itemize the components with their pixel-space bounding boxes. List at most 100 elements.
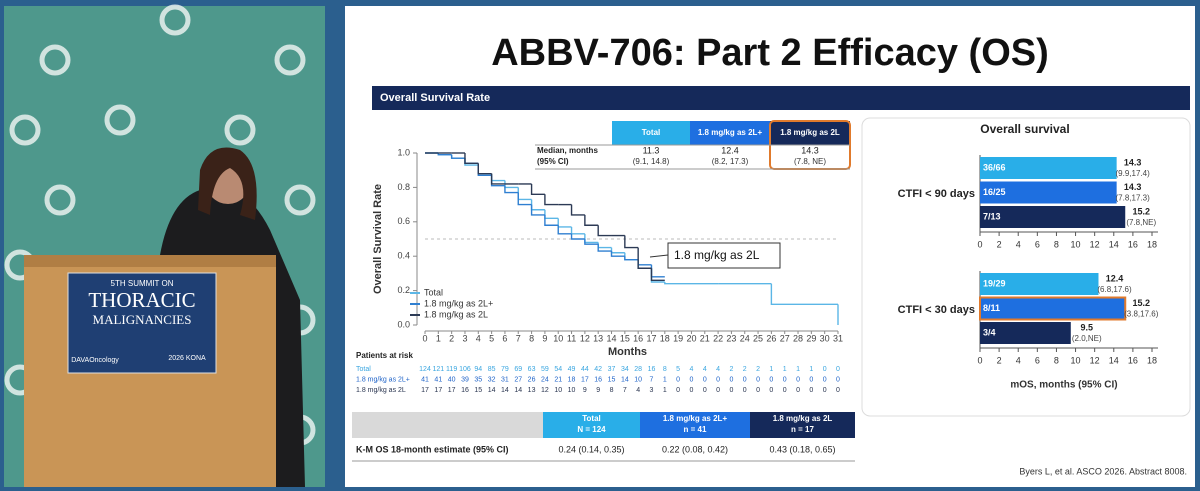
- table-header: 1.8 mg/kg as 2L: [773, 414, 833, 423]
- risk-count: 2: [756, 366, 760, 373]
- podium-text: 5TH SUMMIT ON: [111, 279, 174, 288]
- risk-count: 13: [528, 387, 536, 394]
- table-cell: 0.43 (0.18, 0.65): [769, 444, 835, 454]
- risk-count: 0: [716, 387, 720, 394]
- table-row-label: K-M OS 18-month estimate (95% CI): [356, 444, 509, 454]
- x-tick-label: 6: [502, 333, 507, 343]
- risk-count: 0: [756, 376, 760, 383]
- risk-count: 1: [809, 366, 813, 373]
- risk-count: 17: [448, 387, 456, 394]
- risk-count: 0: [703, 376, 707, 383]
- risk-count: 44: [581, 366, 589, 373]
- x-tick-label: 25: [753, 333, 763, 343]
- x-tick-label: 15: [620, 333, 630, 343]
- bar-ci: (6.8,17.6): [1097, 285, 1132, 294]
- table-header-cell: [770, 121, 850, 145]
- risk-count: 59: [541, 366, 549, 373]
- bar-value: 12.4: [1106, 273, 1124, 283]
- risk-count: 14: [501, 387, 509, 394]
- km-step: [477, 163, 492, 175]
- table-cell: 0.24 (0.14, 0.35): [558, 444, 624, 454]
- bar: [980, 206, 1126, 228]
- x-tick-label: 23: [726, 333, 736, 343]
- x-tick-label: 3: [462, 333, 467, 343]
- km-step: [584, 239, 599, 245]
- x-tick-label: 16: [633, 333, 643, 343]
- bar-category: 36/66: [983, 162, 1006, 172]
- risk-count: 4: [716, 366, 720, 373]
- km-step: [504, 185, 519, 194]
- km-step: [530, 183, 545, 195]
- x-tick-label: 26: [766, 333, 776, 343]
- bar-category: 7/13: [983, 211, 1001, 221]
- x-tick-label: 18: [1147, 355, 1157, 365]
- bar-value: 14.3: [1124, 182, 1142, 192]
- podium-text: THORACIC: [88, 288, 195, 312]
- section-title: Overall Survival Rate: [380, 92, 490, 104]
- table-row-label: (95% CI): [537, 157, 569, 166]
- y-tick-label: 1.0: [397, 147, 410, 157]
- risk-count: 7: [623, 387, 627, 394]
- risk-count: 8: [610, 387, 614, 394]
- risk-count: 42: [594, 366, 602, 373]
- risk-count: 9: [596, 387, 600, 394]
- x-tick-label: 8: [529, 333, 534, 343]
- table-header: 1.8 mg/kg as 2L+: [698, 128, 763, 137]
- risk-count: 0: [743, 376, 747, 383]
- risk-row-label: 1.8 mg/kg as 2L: [356, 387, 406, 394]
- risk-count: 10: [554, 387, 562, 394]
- table-cell: (9.1, 14.8): [633, 157, 670, 166]
- legend-label: Total: [424, 287, 443, 297]
- table-header: n = 41: [684, 425, 707, 434]
- risk-count: 18: [568, 376, 576, 383]
- x-tick-label: 6: [1035, 355, 1040, 365]
- bar: [980, 181, 1117, 204]
- bar-category: 8/11: [983, 303, 1000, 313]
- km-step: [544, 214, 559, 226]
- km-step: [624, 256, 639, 261]
- table-header-cell: [640, 412, 750, 438]
- x-tick-label: 27: [780, 333, 790, 343]
- risk-count: 17: [581, 376, 589, 383]
- risk-count: 27: [514, 376, 522, 383]
- risk-count: 0: [769, 387, 773, 394]
- risk-row-label: 1.8 mg/kg as 2L+: [356, 376, 410, 383]
- x-tick-label: 2: [997, 239, 1002, 249]
- risk-count: 34: [621, 366, 629, 373]
- x-tick-label: 4: [1016, 355, 1021, 365]
- risk-count: 14: [621, 376, 629, 383]
- risk-count: 2: [743, 366, 747, 373]
- risk-count: 1: [663, 387, 667, 394]
- risk-count: 41: [421, 376, 429, 383]
- km-step: [450, 154, 465, 159]
- y-tick-label: 0.6: [397, 216, 410, 226]
- risk-count: 0: [796, 387, 800, 394]
- table-header-cell: [750, 412, 855, 438]
- km-step: [650, 268, 665, 281]
- risk-count: 0: [756, 387, 760, 394]
- bar-ci: (2.0,NE): [1072, 334, 1102, 343]
- podium-sponsor: DAVAOncology: [71, 357, 119, 364]
- bar-ci: (3.8,17.6): [1124, 310, 1159, 319]
- bar-category: 16/25: [983, 187, 1006, 197]
- table-cell: 11.3: [643, 145, 660, 155]
- km-step: [570, 233, 585, 240]
- risk-count: 17: [434, 387, 442, 394]
- bar-category: 19/29: [983, 278, 1006, 288]
- risk-count: 0: [809, 387, 813, 394]
- table-header: Total: [642, 128, 661, 137]
- chart-title: Overall survival: [980, 122, 1069, 136]
- risk-count: 10: [634, 376, 642, 383]
- risk-count: 0: [783, 387, 787, 394]
- x-tick-label: 31: [833, 333, 843, 343]
- podium-event: 2026 KONA: [168, 355, 206, 362]
- km-step: [624, 235, 639, 249]
- km-step: [770, 283, 838, 306]
- x-tick-label: 5: [489, 333, 494, 343]
- km-step: [464, 153, 479, 165]
- slide-title: ABBV-706: Part 2 Efficacy (OS): [491, 32, 1049, 74]
- x-tick-label: 9: [542, 333, 547, 343]
- legend-label: 1.8 mg/kg as 2L+: [424, 298, 493, 308]
- annotation-arrow: [649, 254, 669, 258]
